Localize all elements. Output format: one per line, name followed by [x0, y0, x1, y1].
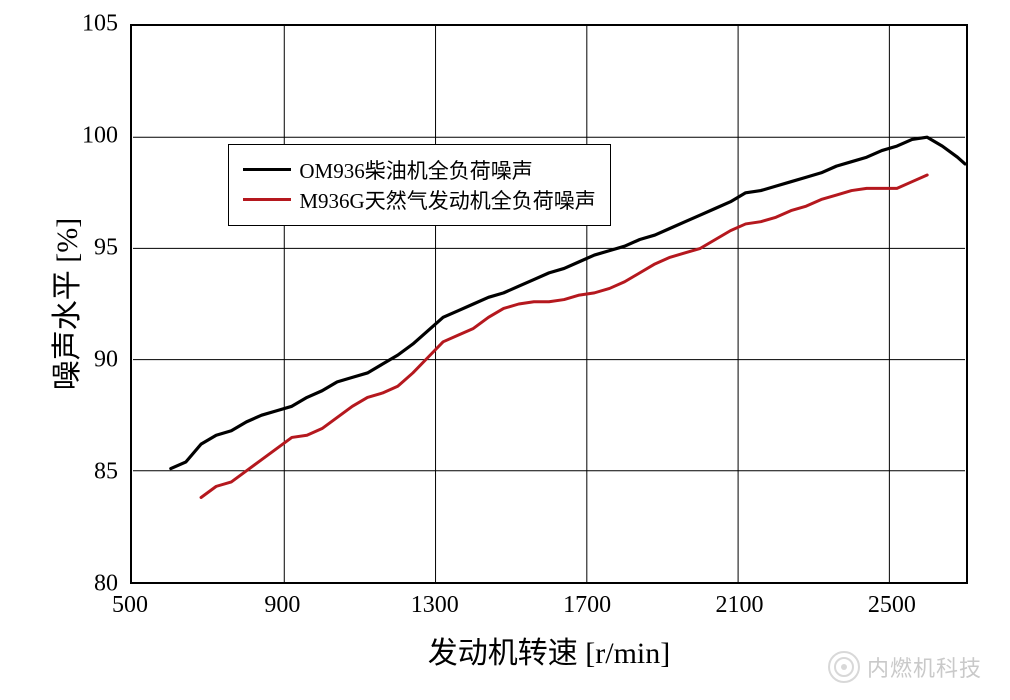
y-tick: 85	[76, 459, 118, 486]
x-tick: 900	[264, 592, 300, 619]
y-tick: 100	[76, 123, 118, 150]
x-tick: 1700	[563, 592, 611, 619]
legend-item: M936G天然气发动机全负荷噪声	[243, 185, 595, 215]
watermark-icon	[827, 650, 861, 684]
legend-item: OM936柴油机全负荷噪声	[243, 155, 595, 185]
y-axis-title: 噪声水平 [%]	[42, 218, 86, 390]
legend-swatch	[243, 198, 291, 201]
data-series	[132, 26, 966, 582]
watermark-text: 内燃机科技	[867, 651, 982, 683]
x-tick: 2500	[868, 592, 916, 619]
legend: OM936柴油机全负荷噪声M936G天然气发动机全负荷噪声	[228, 144, 610, 226]
y-tick: 105	[76, 11, 118, 38]
x-axis-title: 发动机转速 [r/min]	[428, 628, 670, 672]
watermark: 内燃机科技	[827, 650, 982, 684]
legend-label: OM936柴油机全负荷噪声	[299, 155, 532, 185]
legend-swatch	[243, 168, 291, 171]
noise-chart: OM936柴油机全负荷噪声M936G天然气发动机全负荷噪声 5009001300…	[0, 0, 1010, 700]
x-tick: 1300	[411, 592, 459, 619]
legend-label: M936G天然气发动机全负荷噪声	[299, 185, 595, 215]
x-tick: 2100	[715, 592, 763, 619]
y-tick: 80	[76, 571, 118, 598]
plot-area: OM936柴油机全负荷噪声M936G天然气发动机全负荷噪声	[130, 24, 968, 584]
